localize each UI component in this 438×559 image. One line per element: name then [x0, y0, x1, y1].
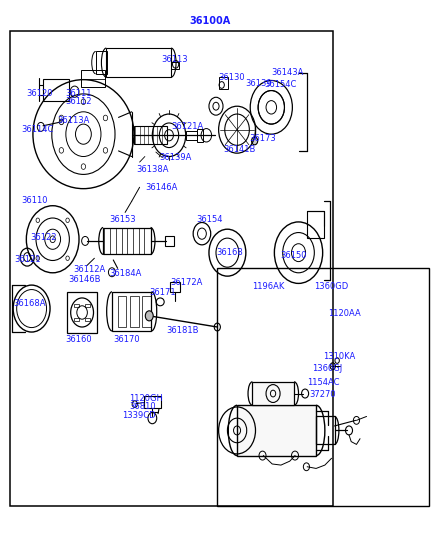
Text: 1310KA: 1310KA	[322, 352, 354, 361]
Text: 36173: 36173	[249, 134, 276, 143]
Bar	[85, 304, 90, 307]
Text: 36143A: 36143A	[271, 68, 303, 77]
Bar	[196, 129, 203, 142]
Bar	[67, 292, 97, 333]
Text: 36100A: 36100A	[189, 16, 230, 26]
Text: 37270: 37270	[309, 390, 336, 399]
Text: 36141B: 36141B	[223, 145, 255, 154]
Text: 36146B: 36146B	[68, 275, 100, 284]
Bar	[217, 268, 428, 506]
Text: 1154AC: 1154AC	[307, 378, 339, 387]
Text: 1120AA: 1120AA	[328, 309, 360, 318]
Text: 36122: 36122	[30, 233, 56, 242]
Text: 36184A: 36184A	[109, 269, 141, 278]
Text: 36153: 36153	[109, 215, 135, 224]
Text: 36160: 36160	[65, 335, 92, 344]
Text: 36810: 36810	[129, 402, 156, 411]
Bar	[307, 211, 323, 238]
Text: 36139A: 36139A	[159, 153, 191, 162]
Bar	[117, 296, 126, 327]
Bar	[134, 126, 166, 144]
Text: 36120: 36120	[26, 89, 53, 98]
Text: 36170: 36170	[113, 335, 140, 344]
Bar	[142, 296, 151, 327]
Text: 1360GD: 1360GD	[313, 282, 347, 291]
Bar	[106, 48, 171, 77]
Text: 36130: 36130	[218, 73, 245, 82]
Bar	[85, 318, 90, 321]
Text: 1360GJ: 1360GJ	[312, 364, 342, 373]
Text: 36121A: 36121A	[171, 122, 203, 131]
Bar	[170, 282, 180, 292]
Text: 1120GH: 1120GH	[129, 394, 163, 402]
Text: 1196AK: 1196AK	[252, 282, 284, 291]
Text: 36139: 36139	[244, 79, 271, 88]
Text: 36154: 36154	[196, 215, 223, 224]
Bar	[74, 304, 79, 307]
Text: 36112A: 36112A	[74, 265, 106, 274]
Bar	[43, 79, 69, 101]
Bar	[95, 51, 107, 74]
Bar	[164, 236, 174, 246]
Text: 36110: 36110	[21, 196, 47, 205]
Text: 36138A: 36138A	[136, 165, 168, 174]
Bar	[74, 318, 79, 321]
Bar	[112, 292, 151, 331]
Text: 36168A: 36168A	[13, 299, 46, 308]
Bar	[81, 70, 105, 87]
Text: 36111: 36111	[65, 89, 91, 98]
Text: 36121: 36121	[14, 255, 41, 264]
Circle shape	[251, 137, 257, 145]
Bar	[315, 416, 334, 444]
Text: 36181B: 36181B	[166, 326, 198, 335]
Text: 36154C: 36154C	[264, 80, 297, 89]
Text: 36146A: 36146A	[145, 183, 177, 192]
Text: 36150: 36150	[279, 251, 306, 260]
Text: 36113A: 36113A	[57, 116, 89, 125]
Bar	[130, 296, 138, 327]
Bar	[218, 77, 228, 89]
Text: 36112: 36112	[65, 97, 91, 106]
Text: 36171: 36171	[149, 288, 176, 297]
Bar	[103, 228, 150, 254]
Circle shape	[145, 311, 153, 321]
Text: 36114C: 36114C	[21, 125, 53, 134]
Bar	[185, 131, 196, 140]
Text: 36113: 36113	[161, 55, 188, 64]
Text: 36172A: 36172A	[170, 278, 202, 287]
Text: 36168: 36168	[215, 248, 242, 257]
Bar	[252, 382, 293, 405]
Bar	[237, 405, 315, 456]
Bar	[171, 62, 179, 69]
Bar	[144, 396, 160, 408]
Text: 1339CD: 1339CD	[122, 411, 155, 420]
Bar	[10, 31, 332, 506]
